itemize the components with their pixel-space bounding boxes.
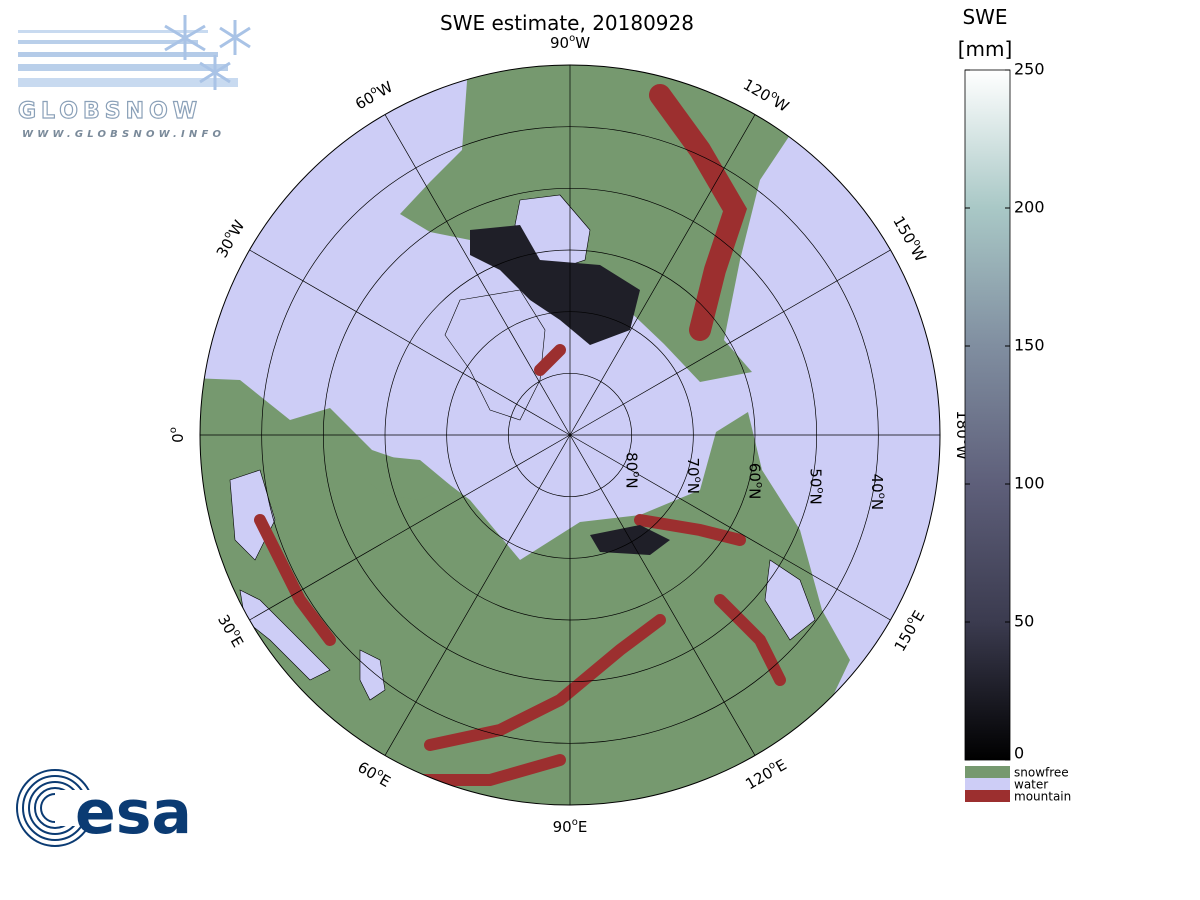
label-part: 50 <box>807 468 825 487</box>
label-part: N <box>807 493 825 504</box>
label-part: o <box>572 817 578 828</box>
parallel <box>446 311 694 559</box>
legend-swatch <box>965 778 1010 790</box>
graticule-label: 90oW <box>550 33 590 52</box>
logo-url: WWW.GLOBSNOW.INFO <box>22 129 225 140</box>
label-part: N <box>684 483 702 494</box>
legend-swatch <box>965 766 1010 778</box>
graticule <box>200 65 940 805</box>
parallel <box>261 126 879 744</box>
label-part: 120 <box>740 75 774 105</box>
colorbar <box>964 69 1011 761</box>
legend-label: mountain <box>1014 790 1071 804</box>
label-part: o <box>904 615 917 626</box>
graticule-label: 120oW <box>740 74 793 115</box>
map-border <box>199 64 941 806</box>
label-part: E <box>772 755 789 775</box>
label-part: o <box>375 766 386 779</box>
label-part: 40 <box>869 474 887 493</box>
colorbar-tick-label: 0 <box>1014 744 1024 763</box>
label-part: 80 <box>623 452 641 471</box>
legend-label: snowfree <box>1014 766 1069 780</box>
legend-label: water <box>1014 778 1048 792</box>
label-part: N <box>623 477 641 488</box>
colorbar-tick-label: 150 <box>1014 336 1045 355</box>
label-part: o <box>569 33 575 44</box>
graticule-label: 90oE <box>553 817 588 836</box>
parallel <box>507 372 633 498</box>
okhotsk <box>764 559 816 641</box>
label-part: o <box>769 88 780 101</box>
graticule-label: 60oE <box>355 757 395 791</box>
graticule-label: 50oN <box>807 468 826 504</box>
legend-swatch <box>965 790 1010 802</box>
label-part: o <box>631 471 642 477</box>
label-part: 60 <box>746 463 764 482</box>
label-part: o <box>815 487 826 493</box>
label-part: o <box>877 493 888 499</box>
label-part: 90 <box>553 818 572 836</box>
label-part: o <box>766 759 777 772</box>
island <box>360 455 450 500</box>
label-part: 30 <box>212 235 237 261</box>
label-part: N <box>746 488 764 499</box>
label-part: 150 <box>890 621 920 655</box>
agency-name: esa <box>75 778 192 848</box>
graticule-label: 40oN <box>869 474 888 510</box>
map-title: SWE estimate, 20180928 <box>440 11 694 35</box>
label-part: N <box>869 499 887 510</box>
graticule-label: 150oE <box>889 607 928 655</box>
label-part: 60 <box>355 758 381 783</box>
label-part: E <box>227 633 247 650</box>
globsnow-logo: GLOBSNOW WWW.GLOBSNOW.INFO <box>17 15 251 140</box>
graticule-label: 120oE <box>742 754 790 793</box>
mountain-ranges <box>254 84 786 786</box>
graticule-label: 0o <box>168 427 187 443</box>
label-part: 90 <box>550 34 569 52</box>
label-part: W <box>907 243 930 265</box>
label-part: o <box>231 627 244 638</box>
colorbar-tick-label: 200 <box>1014 198 1045 217</box>
graticule-label: 70oN <box>684 458 703 494</box>
label-part: 70 <box>684 458 702 477</box>
label-part: o <box>221 229 234 240</box>
label-part: E <box>578 818 587 836</box>
graticule-label: 60oW <box>351 76 395 113</box>
colorbar-unit: [mm] <box>958 37 1013 61</box>
label-part: o <box>754 482 765 488</box>
label-part: W <box>374 77 396 100</box>
graticule-label: 80oN <box>623 452 642 488</box>
graticule-label: 150oW <box>890 212 931 265</box>
colorbar-tick-label: 250 <box>1014 60 1045 79</box>
label-part: o <box>368 84 379 97</box>
colorbar-ticks: 0 50 100 150 200 250 <box>965 60 1045 763</box>
caspian <box>359 649 386 701</box>
parallel <box>384 249 756 621</box>
label-part: o <box>692 477 703 483</box>
colorbar-label: SWE <box>962 5 1007 29</box>
logo-name: GLOBSNOW <box>18 99 202 124</box>
graticule-label: 30oE <box>214 611 248 651</box>
esa-logo: esa <box>16 769 192 848</box>
label-part: 0 <box>169 433 187 443</box>
label-part: o <box>911 237 924 248</box>
colorbar-tick-label: 100 <box>1014 474 1045 493</box>
graticule-label: 30oW <box>211 216 248 260</box>
label-part: W <box>575 34 590 52</box>
graticule-label: 60oN <box>746 463 765 499</box>
label-part: o <box>168 427 179 433</box>
colorbar-tick-label: 50 <box>1014 612 1034 631</box>
parallel <box>322 187 818 683</box>
